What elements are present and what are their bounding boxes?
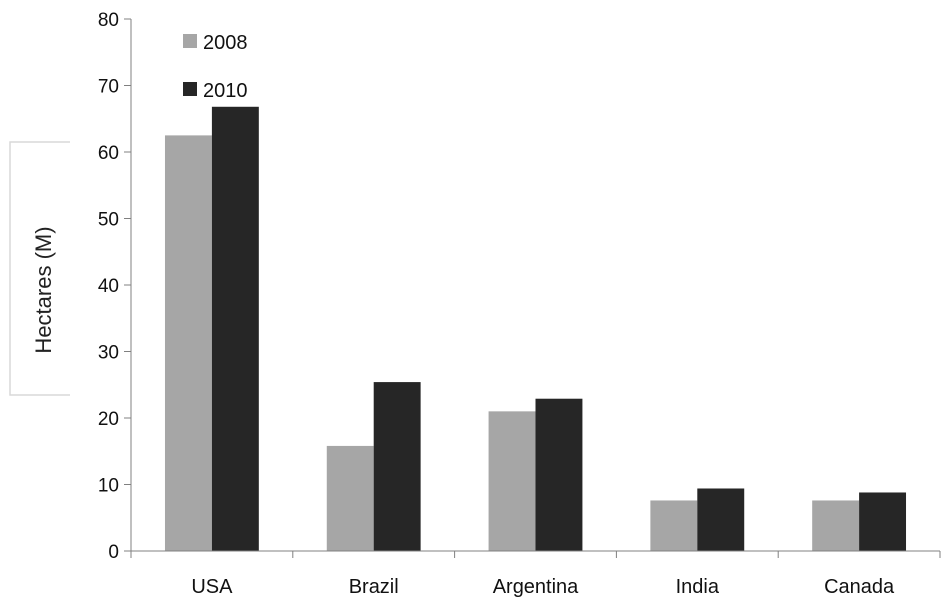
legend: 2008 2010 bbox=[183, 32, 248, 102]
y-tick-label: 10 bbox=[98, 476, 119, 497]
legend-label-2010: 2010 bbox=[203, 80, 248, 102]
y-tick-label: 20 bbox=[98, 409, 119, 430]
bar-2010-brazil bbox=[373, 382, 421, 551]
bar-2008-argentina bbox=[488, 411, 536, 551]
x-tick-label: Canada bbox=[824, 576, 895, 598]
y-tick-label: 0 bbox=[108, 542, 119, 563]
legend-swatch-2010 bbox=[183, 82, 197, 96]
bar-2008-india bbox=[650, 500, 698, 551]
bar-2008-canada bbox=[812, 500, 860, 551]
y-axis: 0 10 20 30 40 50 60 70 80 bbox=[98, 10, 132, 563]
ylabel-frame bbox=[9, 141, 70, 396]
bar-2010-canada bbox=[859, 492, 907, 551]
x-tick-label: Brazil bbox=[349, 576, 399, 598]
y-tick-label: 30 bbox=[98, 343, 119, 364]
bar-2010-argentina bbox=[535, 398, 583, 551]
bars-group bbox=[164, 106, 907, 551]
y-tick-label: 60 bbox=[98, 143, 119, 164]
bar-2010-india bbox=[697, 488, 745, 551]
y-tick-label: 50 bbox=[98, 210, 119, 231]
x-axis: USA Brazil Argentina India Canada bbox=[130, 550, 941, 598]
x-tick-label: Argentina bbox=[493, 576, 579, 598]
legend-label-2008: 2008 bbox=[203, 32, 248, 54]
y-axis-label: Hectares (M) bbox=[31, 226, 56, 353]
x-tick-label: India bbox=[676, 576, 720, 598]
y-tick-label: 80 bbox=[98, 10, 119, 31]
x-tick-label: USA bbox=[191, 576, 233, 598]
y-tick-label: 40 bbox=[98, 276, 119, 297]
y-tick-label: 70 bbox=[98, 77, 119, 98]
bar-2010-usa bbox=[211, 106, 259, 551]
bar-2008-brazil bbox=[326, 445, 374, 551]
legend-swatch-2008 bbox=[183, 34, 197, 48]
bar-2008-usa bbox=[164, 135, 212, 551]
